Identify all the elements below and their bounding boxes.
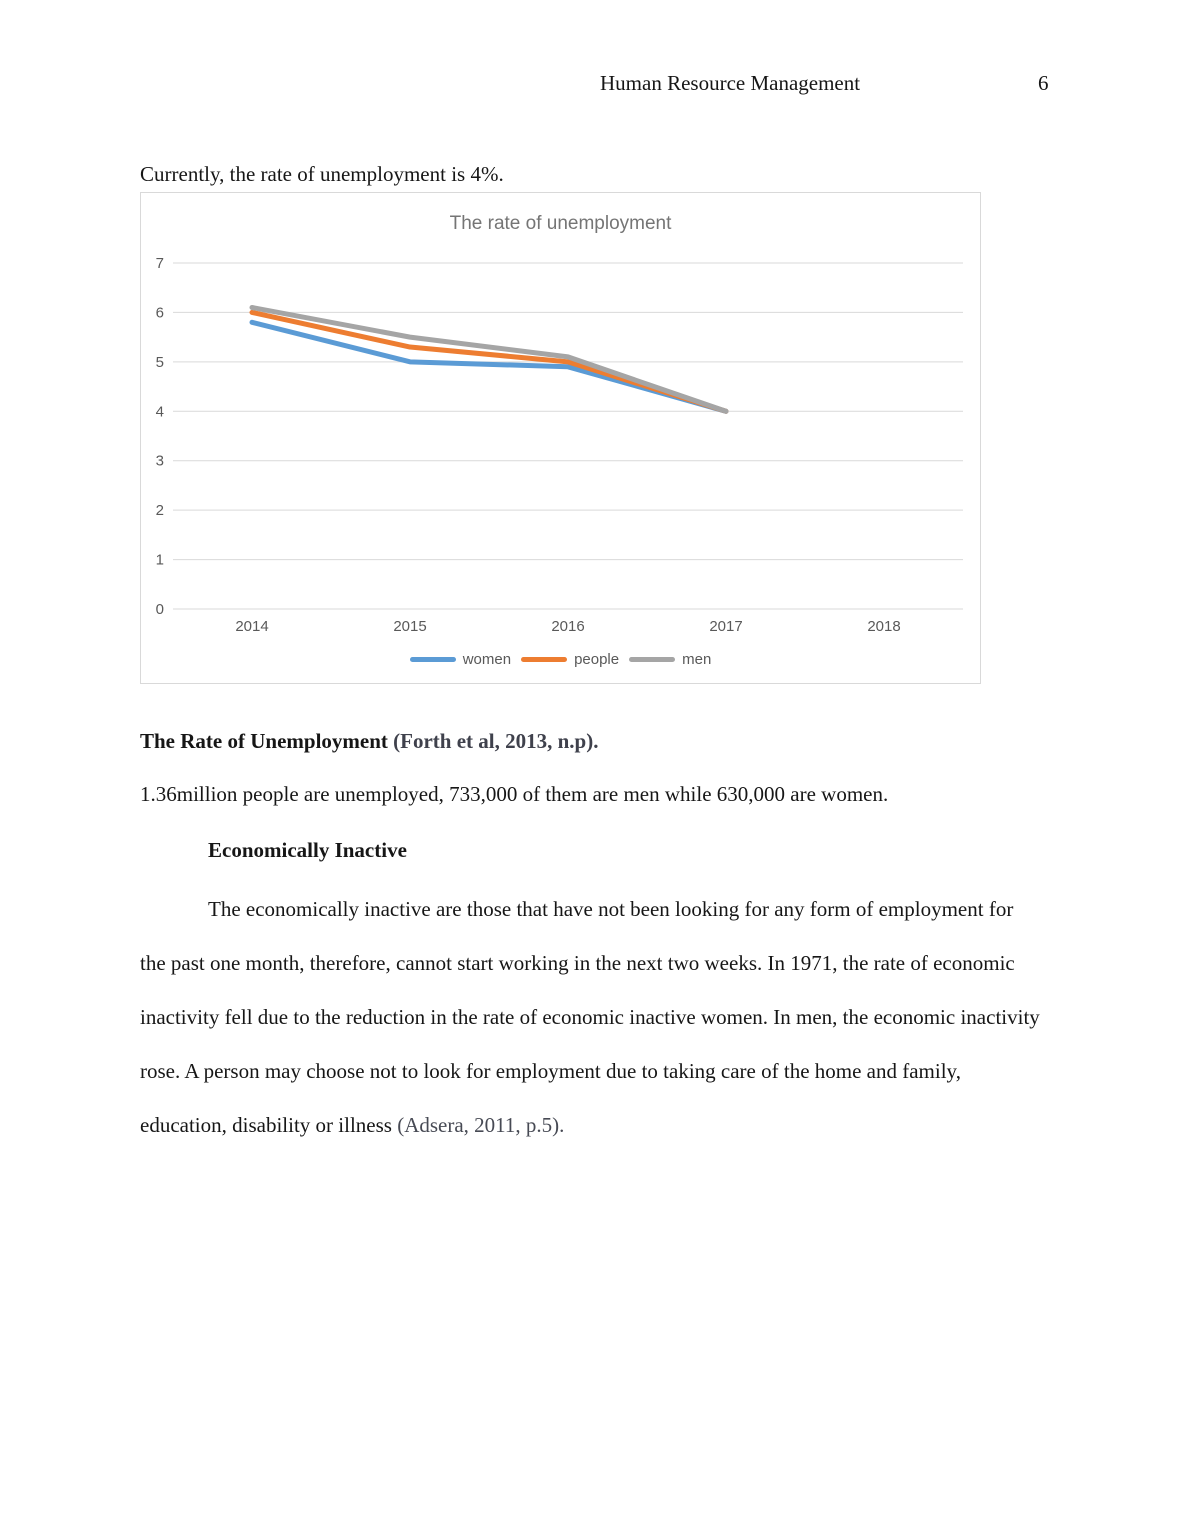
legend-label: women xyxy=(462,651,512,668)
y-tick-label: 0 xyxy=(156,601,164,618)
y-tick-label: 1 xyxy=(156,552,164,569)
body-paragraph: The economically inactive are those that… xyxy=(140,882,1042,1152)
legend-item-women: women xyxy=(409,651,512,668)
figure-caption: The Rate of Unemployment (Forth et al, 2… xyxy=(140,729,598,754)
x-tick-label: 2014 xyxy=(235,618,268,635)
chart-legend: women people men xyxy=(141,651,980,668)
y-axis-labels: 0 1 2 3 4 5 6 7 xyxy=(156,255,164,618)
unemployment-line-chart: 0 1 2 3 4 5 6 7 2014 2015 2016 2017 2018 The rate of… xyxy=(140,192,981,684)
legend-label: men xyxy=(682,651,712,668)
body-citation: (Adsera, 2011, p.5). xyxy=(397,1113,565,1137)
x-tick-label: 2016 xyxy=(551,618,584,635)
legend-line-icon xyxy=(521,657,568,662)
x-axis-labels: 2014 2015 2016 2017 2018 xyxy=(235,618,900,635)
legend-item-men: men xyxy=(629,651,711,668)
series-line-men xyxy=(249,304,729,414)
body-text: The economically inactive are those that… xyxy=(140,897,1040,1137)
x-tick-label: 2015 xyxy=(393,618,426,635)
legend-item-people: people xyxy=(521,651,619,668)
y-tick-label: 6 xyxy=(156,304,164,321)
y-tick-label: 3 xyxy=(156,453,164,470)
chart-plot-area: 0 1 2 3 4 5 6 7 2014 2015 2016 2017 2018 xyxy=(156,255,963,635)
section-heading: Economically Inactive xyxy=(208,838,407,862)
series-line-women xyxy=(249,319,729,414)
chart-title: The rate of unemployment xyxy=(449,213,672,234)
caption-citation: (Forth et al, 2013, n.p). xyxy=(393,729,599,753)
x-tick-label: 2017 xyxy=(709,618,742,635)
running-head-title: Human Resource Management xyxy=(600,71,861,95)
stats-paragraph: 1.36million people are unemployed, 733,0… xyxy=(140,782,889,806)
y-tick-label: 7 xyxy=(156,255,164,272)
y-tick-label: 4 xyxy=(156,403,164,420)
x-tick-label: 2018 xyxy=(867,618,900,635)
page-number: 6 xyxy=(1038,71,1049,95)
intro-paragraph: Currently, the rate of unemployment is 4… xyxy=(140,162,504,186)
legend-line-icon xyxy=(409,657,456,662)
y-tick-label: 2 xyxy=(156,502,164,519)
legend-label: people xyxy=(574,651,620,668)
legend-line-icon xyxy=(629,657,676,662)
caption-text: The Rate of Unemployment xyxy=(140,729,394,753)
y-tick-label: 5 xyxy=(156,354,164,371)
